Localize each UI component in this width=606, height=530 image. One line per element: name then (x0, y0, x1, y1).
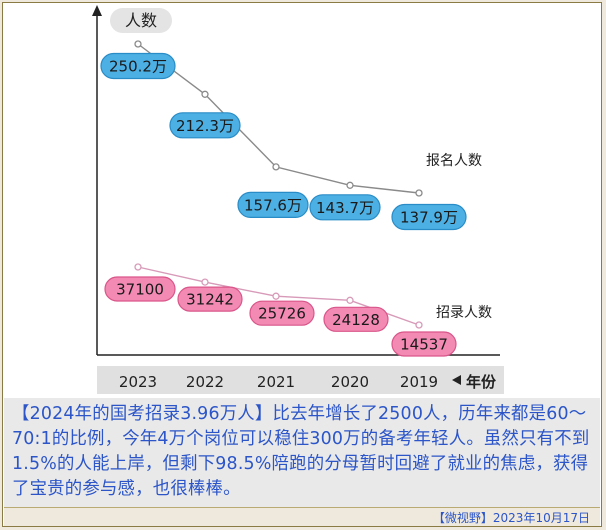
data-point (272, 292, 280, 300)
series-admitted: 37100 31242 25726 24128 14537 招录人数 (104, 263, 492, 357)
data-label: 143.7万 (309, 194, 381, 221)
data-point (346, 296, 354, 304)
x-tick-label: 2020 (331, 373, 369, 391)
data-label: 25726 (249, 300, 315, 326)
data-label: 37100 (104, 276, 176, 302)
data-label-pill (249, 300, 315, 326)
footer-bar: 【微视野】2023年10月17日 (4, 507, 600, 526)
x-axis-band (97, 366, 504, 394)
data-label-pill (323, 306, 389, 332)
caption-box: 【2024年的国考招录3.96万人】比去年增长了2500人，历年来都是60～70… (4, 398, 600, 507)
data-label-text: 24128 (332, 311, 380, 329)
data-label-text: 212.3万 (176, 117, 234, 135)
series-name: 报名人数 (426, 153, 482, 169)
data-label-pill (100, 52, 176, 80)
data-label: 250.2万 (100, 52, 176, 80)
data-point (415, 321, 423, 329)
data-label: 24128 (323, 306, 389, 332)
data-label-text: 25726 (258, 305, 306, 323)
y-axis-title-group: 人数 (110, 8, 172, 33)
data-label-text: 250.2万 (109, 58, 167, 76)
y-axis-title-pill (110, 8, 172, 33)
y-axis-title: 人数 (125, 11, 157, 30)
x-tick-label: 2022 (186, 373, 224, 391)
y-axis-arrow (92, 5, 102, 16)
data-label: 212.3万 (169, 112, 241, 139)
data-label-pill (391, 331, 457, 357)
data-label-text: 143.7万 (316, 199, 374, 217)
data-label-pill (237, 191, 309, 218)
data-label: 157.6万 (237, 191, 309, 218)
data-label-pill (177, 286, 243, 312)
x-tick-label: 2021 (257, 373, 295, 391)
data-label: 31242 (177, 286, 243, 312)
x-tick-label: 2023 (119, 373, 157, 391)
data-point (134, 40, 142, 48)
data-label-text: 37100 (116, 281, 164, 299)
data-point (201, 278, 209, 286)
data-label: 14537 (391, 331, 457, 357)
axes (92, 5, 504, 394)
data-label-pill (309, 194, 381, 221)
data-point (201, 90, 209, 98)
x-tick-label: 2019 (400, 373, 438, 391)
data-label: 137.9万 (391, 203, 467, 231)
data-label-pill (391, 203, 467, 231)
x-axis-pointer-icon (452, 375, 461, 385)
data-point (134, 263, 142, 271)
caption-text: 【2024年的国考招录3.96万人】比去年增长了2500人，历年来都是60～70… (12, 404, 590, 499)
series-applicants: 250.2万 212.3万 157.6万 143.7万 137.9万 报名人数 (100, 40, 482, 231)
data-label-text: 157.6万 (244, 196, 302, 214)
footer-source: 【微视野】2023年10月17日 (432, 511, 590, 525)
data-label-pill (104, 276, 176, 302)
series-name: 招录人数 (436, 305, 492, 321)
chart: 人数 年份 2023 2022 2021 2020 2019 250.2万 212.3万 1… (92, 5, 504, 394)
data-label-text: 14537 (400, 336, 448, 354)
data-label-text: 31242 (186, 291, 234, 309)
data-point (272, 163, 280, 171)
x-axis-title: 年份 (466, 373, 497, 391)
data-point (415, 189, 423, 197)
data-point (346, 181, 354, 189)
x-tick-labels: 2023 2022 2021 2020 2019 (119, 373, 438, 391)
data-label-pill (169, 112, 241, 139)
data-label-text: 137.9万 (400, 209, 458, 227)
